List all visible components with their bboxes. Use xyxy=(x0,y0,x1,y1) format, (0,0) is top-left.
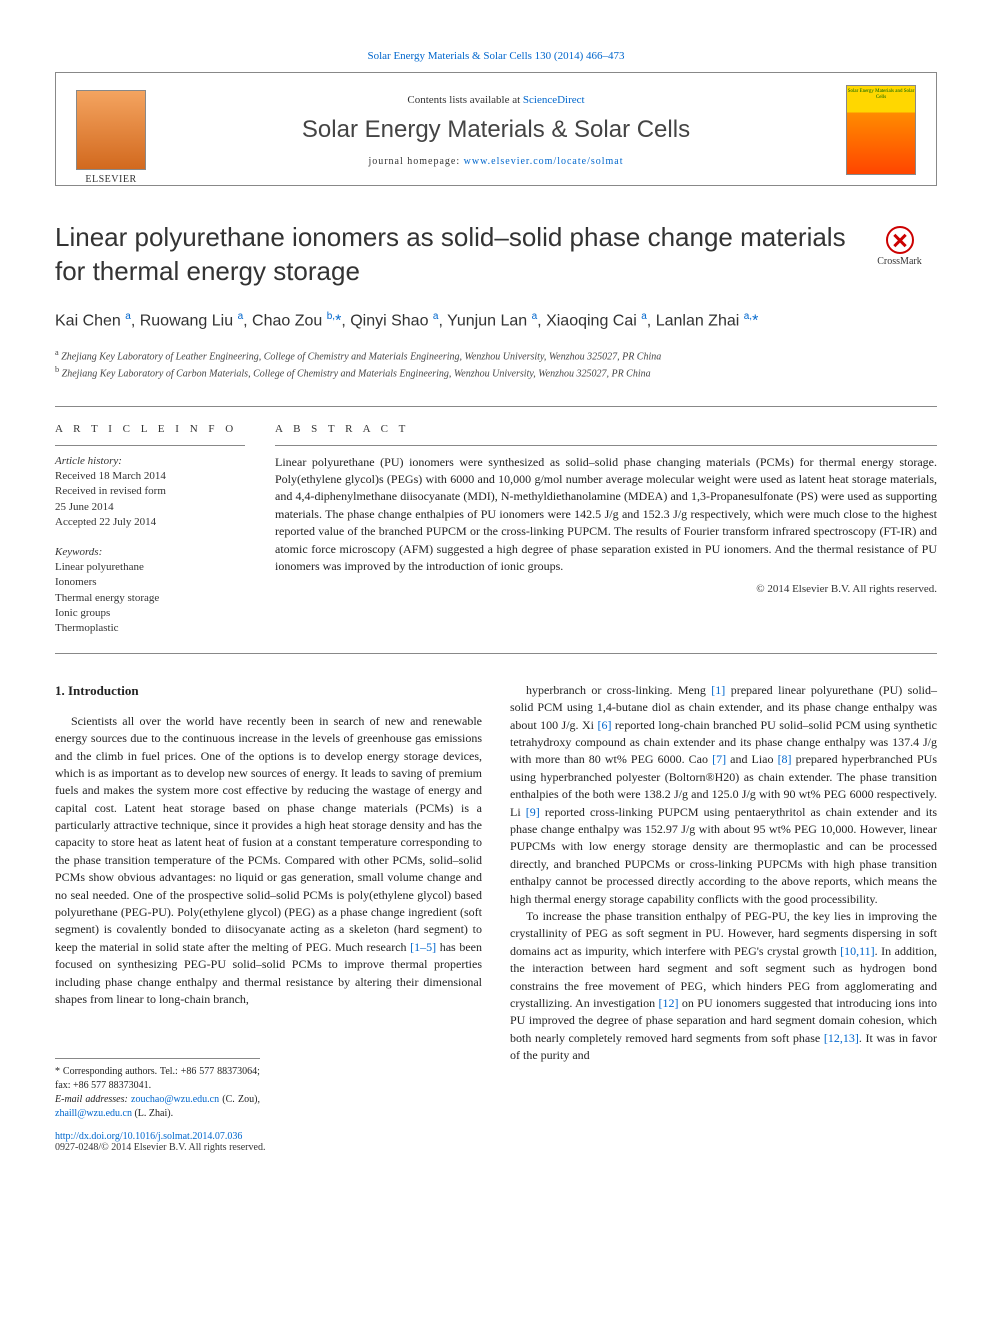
email-line: E-mail addresses: zouchao@wzu.edu.cn (C.… xyxy=(55,1093,260,1121)
ref-link-12-13[interactable]: [12,13] xyxy=(824,1031,859,1045)
article-history: Article history: Received 18 March 2014 … xyxy=(55,454,245,531)
keyword-1: Ionomers xyxy=(55,575,245,590)
ref-link-10-11[interactable]: [10,11] xyxy=(840,944,875,958)
ref-link-1-5[interactable]: [1–5] xyxy=(410,940,436,954)
abstract-text: Linear polyurethane (PU) ionomers were s… xyxy=(275,454,937,576)
abstract-divider xyxy=(275,445,937,446)
affiliation-a: a Zhejiang Key Laboratory of Leather Eng… xyxy=(55,347,937,364)
affiliation-b: b Zhejiang Key Laboratory of Carbon Mate… xyxy=(55,364,937,381)
body-column-right: hyperbranch or cross-linking. Meng [1] p… xyxy=(510,682,937,1121)
intro-paragraph-2: hyperbranch or cross-linking. Meng [1] p… xyxy=(510,682,937,908)
doi-link[interactable]: http://dx.doi.org/10.1016/j.solmat.2014.… xyxy=(55,1131,242,1142)
body-columns: 1. Introduction Scientists all over the … xyxy=(55,682,937,1121)
keyword-2: Thermal energy storage xyxy=(55,591,245,606)
crossmark-icon xyxy=(886,226,914,254)
ref-link-12[interactable]: [12] xyxy=(659,996,679,1010)
elsevier-logo xyxy=(76,90,146,170)
abstract-column: A B S T R A C T Linear polyurethane (PU)… xyxy=(275,423,937,637)
keywords-label: Keywords: xyxy=(55,545,245,560)
journal-reference: Solar Energy Materials & Solar Cells 130… xyxy=(55,50,937,62)
section-1-heading: 1. Introduction xyxy=(55,682,482,701)
article-title: Linear polyurethane ionomers as solid–so… xyxy=(55,221,875,289)
ref-link-1[interactable]: [1] xyxy=(711,683,725,697)
abstract-bottom-divider xyxy=(55,653,937,654)
homepage-link[interactable]: www.elsevier.com/locate/solmat xyxy=(464,156,624,167)
journal-name: Solar Energy Materials & Solar Cells xyxy=(166,116,826,144)
journal-cover-thumbnail: Solar Energy Materials and Solar Cells xyxy=(846,85,916,175)
history-revised-2: 25 June 2014 xyxy=(55,500,245,515)
email-link-1[interactable]: zouchao@wzu.edu.cn xyxy=(131,1094,219,1105)
ref-link-8[interactable]: [8] xyxy=(778,752,792,766)
history-received: Received 18 March 2014 xyxy=(55,469,245,484)
abstract-copyright: © 2014 Elsevier B.V. All rights reserved… xyxy=(275,583,937,595)
crossmark-label: CrossMark xyxy=(862,256,937,267)
ref-link-9[interactable]: [9] xyxy=(526,805,540,819)
corr-author-line: * Corresponding authors. Tel.: +86 577 8… xyxy=(55,1065,260,1093)
issn-copyright-line: 0927-0248/© 2014 Elsevier B.V. All right… xyxy=(55,1142,937,1153)
section-divider xyxy=(55,406,937,407)
history-accepted: Accepted 22 July 2014 xyxy=(55,515,245,530)
keyword-3: Ionic groups xyxy=(55,606,245,621)
homepage-line: journal homepage: www.elsevier.com/locat… xyxy=(166,156,826,167)
history-revised-1: Received in revised form xyxy=(55,484,245,499)
article-info-sidebar: A R T I C L E I N F O Article history: R… xyxy=(55,423,245,637)
contents-prefix: Contents lists available at xyxy=(407,94,522,106)
abstract-heading: A B S T R A C T xyxy=(275,423,937,435)
email-link-2[interactable]: zhaill@wzu.edu.cn xyxy=(55,1108,132,1119)
article-info-heading: A R T I C L E I N F O xyxy=(55,423,245,435)
homepage-prefix: journal homepage: xyxy=(368,156,463,167)
info-divider xyxy=(55,445,245,446)
author-list: Kai Chen a, Ruowang Liu a, Chao Zou b,*,… xyxy=(55,309,937,333)
ref-link-6[interactable]: [6] xyxy=(597,718,611,732)
crossmark-badge[interactable]: CrossMark xyxy=(862,226,937,267)
keyword-0: Linear polyurethane xyxy=(55,560,245,575)
ref-link-7[interactable]: [7] xyxy=(712,752,726,766)
intro-paragraph-1: Scientists all over the world have recen… xyxy=(55,713,482,1009)
journal-cover-text: Solar Energy Materials and Solar Cells xyxy=(847,86,915,100)
journal-header: Contents lists available at ScienceDirec… xyxy=(55,72,937,186)
body-column-left: 1. Introduction Scientists all over the … xyxy=(55,682,482,1121)
keyword-4: Thermoplastic xyxy=(55,621,245,636)
history-label: Article history: xyxy=(55,454,245,469)
affiliations: a Zhejiang Key Laboratory of Leather Eng… xyxy=(55,347,937,382)
intro-paragraph-3: To increase the phase transition enthalp… xyxy=(510,908,937,1065)
corresponding-author-footnote: * Corresponding authors. Tel.: +86 577 8… xyxy=(55,1058,260,1121)
contents-available-line: Contents lists available at ScienceDirec… xyxy=(166,94,826,106)
sciencedirect-link[interactable]: ScienceDirect xyxy=(523,94,585,106)
keywords-block: Keywords: Linear polyurethane Ionomers T… xyxy=(55,545,245,637)
doi-line: http://dx.doi.org/10.1016/j.solmat.2014.… xyxy=(55,1131,937,1142)
